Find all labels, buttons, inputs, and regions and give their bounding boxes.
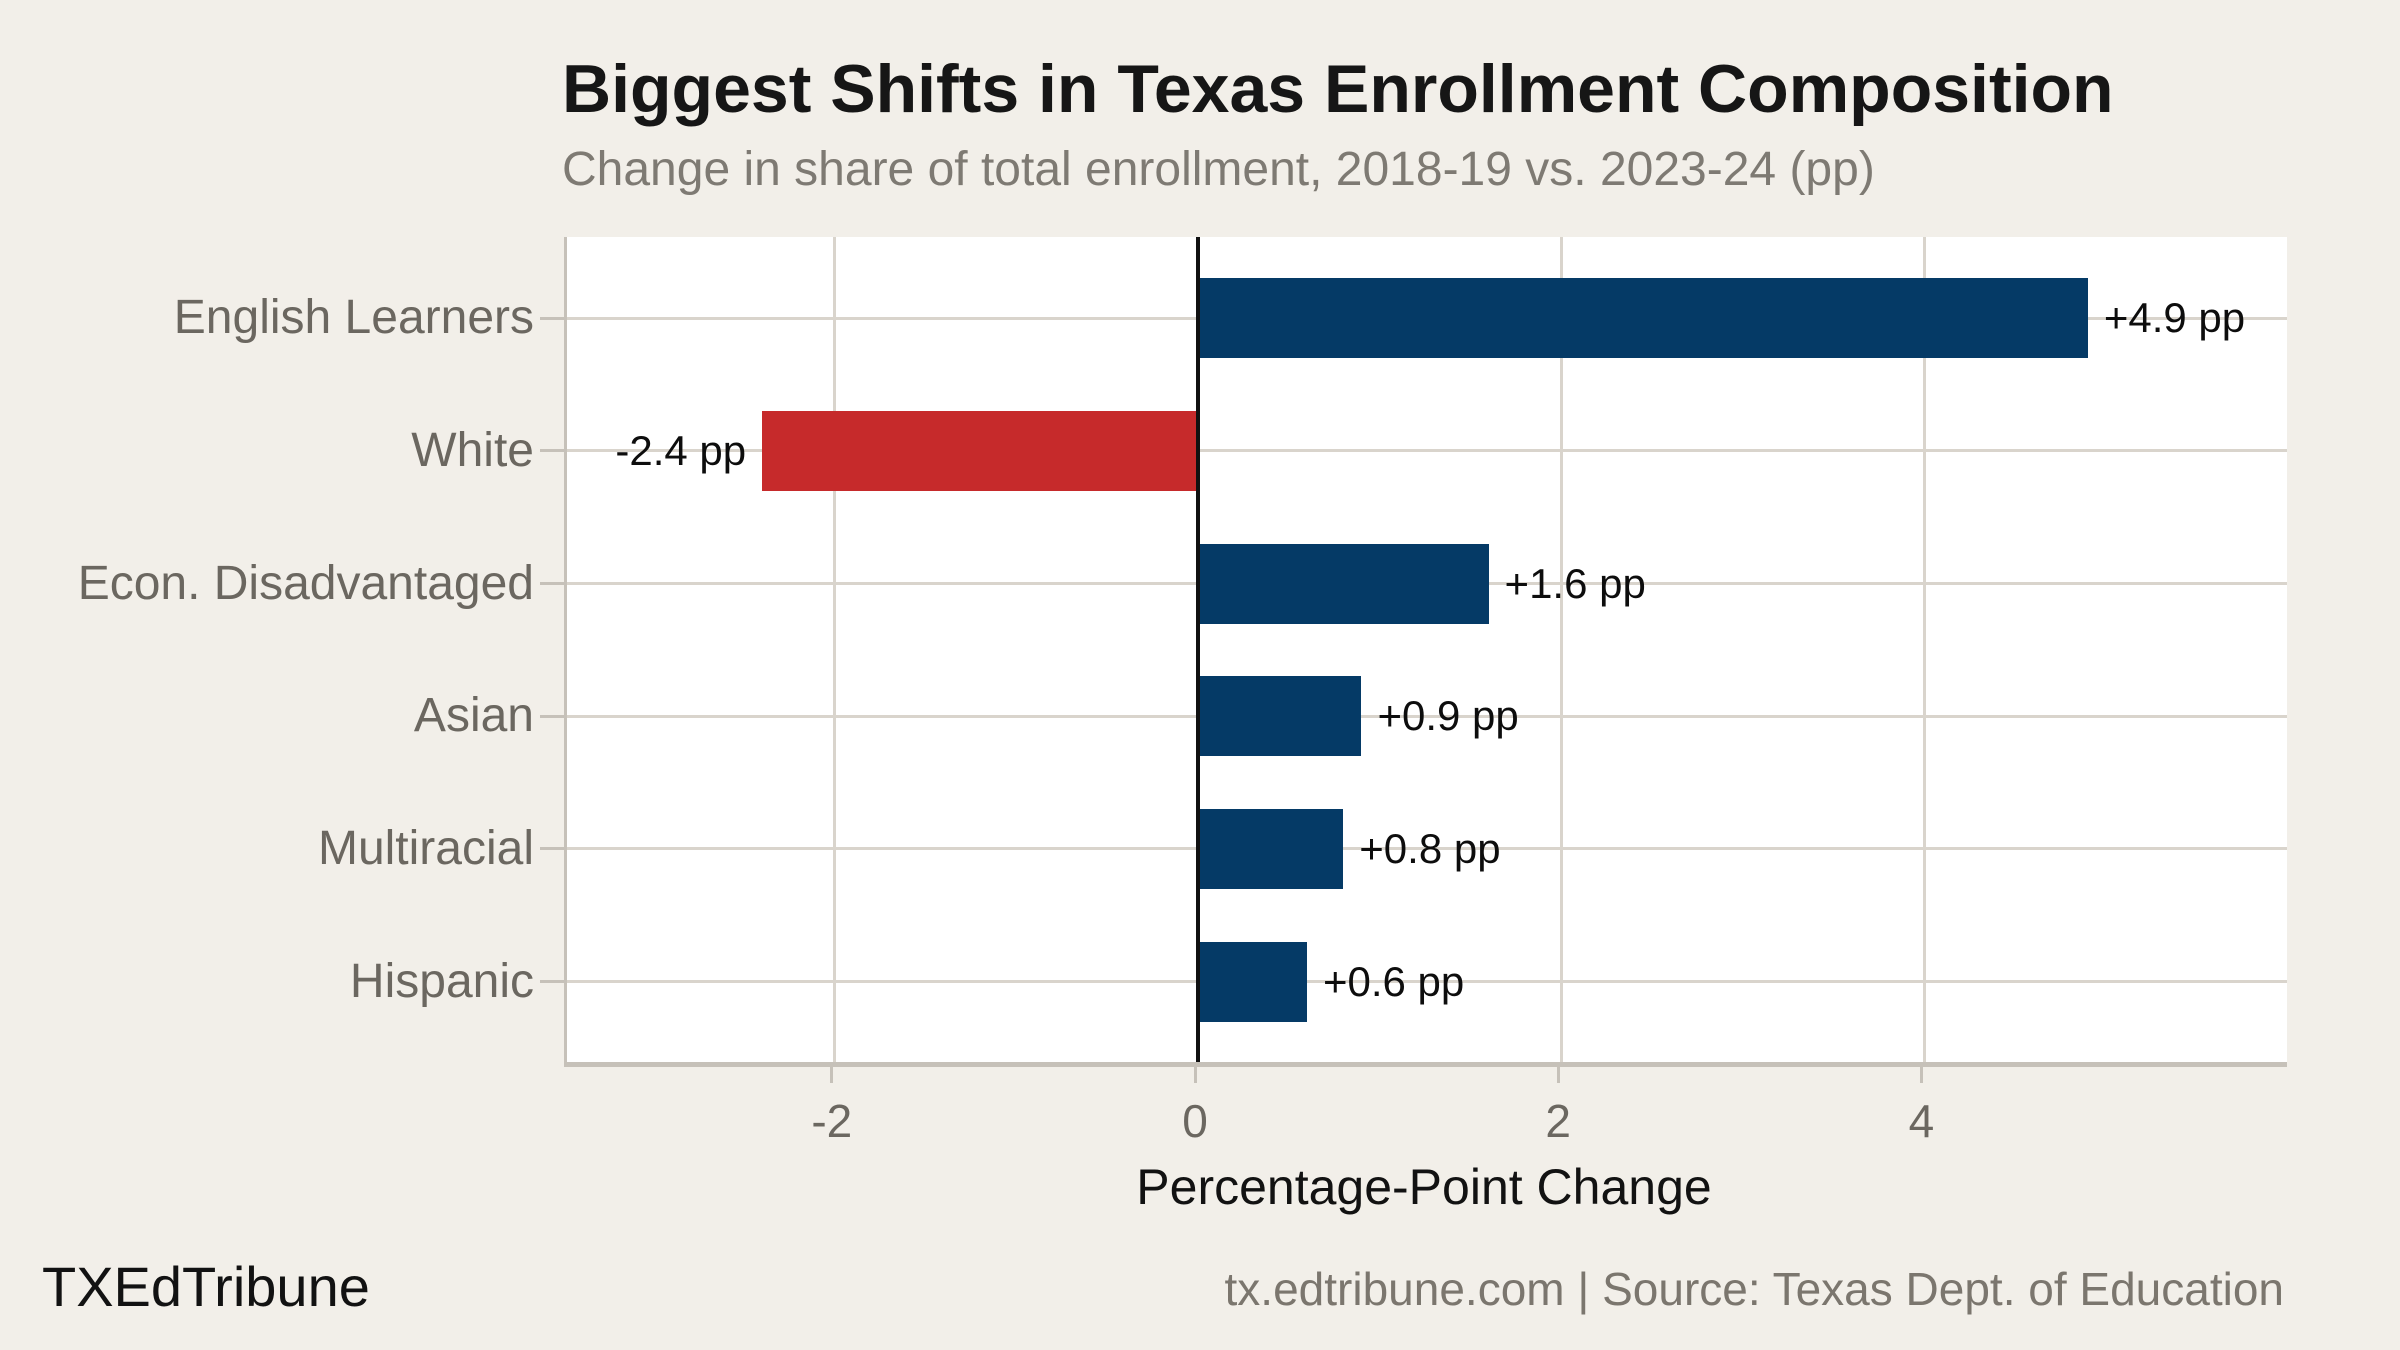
h-gridline — [567, 714, 2287, 718]
y-tick — [540, 714, 564, 718]
x-tick — [1919, 1067, 1923, 1083]
bar — [1198, 676, 1362, 757]
v-gridline — [1922, 237, 1926, 1062]
x-tick — [1556, 1067, 1560, 1083]
bar-value-label: +0.6 pp — [1322, 957, 1465, 1005]
bar — [1198, 543, 1489, 624]
chart-title: Biggest Shifts in Texas Enrollment Compo… — [562, 51, 2114, 127]
bar-value-label: -2.4 pp — [615, 426, 747, 474]
x-tick-label: 2 — [1545, 1095, 1571, 1147]
y-tick — [540, 449, 564, 453]
category-label: Multiracial — [317, 821, 534, 875]
footer-brand: TXEdTribune — [42, 1255, 370, 1318]
plot-area: +4.9 pp -2.4 pp +1.6 pp +0.9 pp +0.8 pp +0.6 … — [564, 237, 2287, 1067]
chart-subtitle: Change in share of total enrollment, 201… — [562, 143, 1875, 196]
x-tick — [830, 1067, 834, 1083]
h-gridline — [567, 847, 2287, 851]
category-label: White — [411, 423, 534, 477]
bar-value-label: +4.9 pp — [2103, 294, 2246, 341]
zero-line — [1196, 237, 1200, 1062]
x-tick-label: 0 — [1182, 1095, 1208, 1147]
y-tick — [540, 316, 564, 320]
y-tick — [540, 582, 564, 585]
category-label: Asian — [413, 689, 534, 743]
y-tick — [540, 847, 564, 851]
h-gridline — [567, 449, 2287, 453]
v-gridline — [1559, 237, 1563, 1062]
x-tick — [1193, 1067, 1197, 1083]
bar — [1198, 808, 1344, 889]
category-label: Econ. Disadvantaged — [77, 556, 534, 610]
bar-value-label: +0.8 pp — [1359, 824, 1501, 872]
x-tick-label: 4 — [1908, 1095, 1935, 1147]
v-gridline — [833, 237, 837, 1062]
category-label: Hispanic — [349, 954, 534, 1008]
y-tick — [540, 980, 564, 984]
x-tick-label: -2 — [811, 1095, 853, 1147]
bar — [1198, 278, 2088, 358]
bar — [762, 410, 1198, 491]
x-axis-label: Percentage-Point Change — [1136, 1159, 1712, 1215]
footer-source: tx.edtribune.com | Source: Texas Dept. o… — [1224, 1263, 2284, 1315]
bar-value-label: +0.9 pp — [1377, 692, 1519, 740]
bar — [1198, 941, 1307, 1022]
category-label: English Learners — [173, 291, 534, 344]
bar-value-label: +1.6 pp — [1504, 559, 1646, 607]
h-gridline — [567, 980, 2287, 984]
